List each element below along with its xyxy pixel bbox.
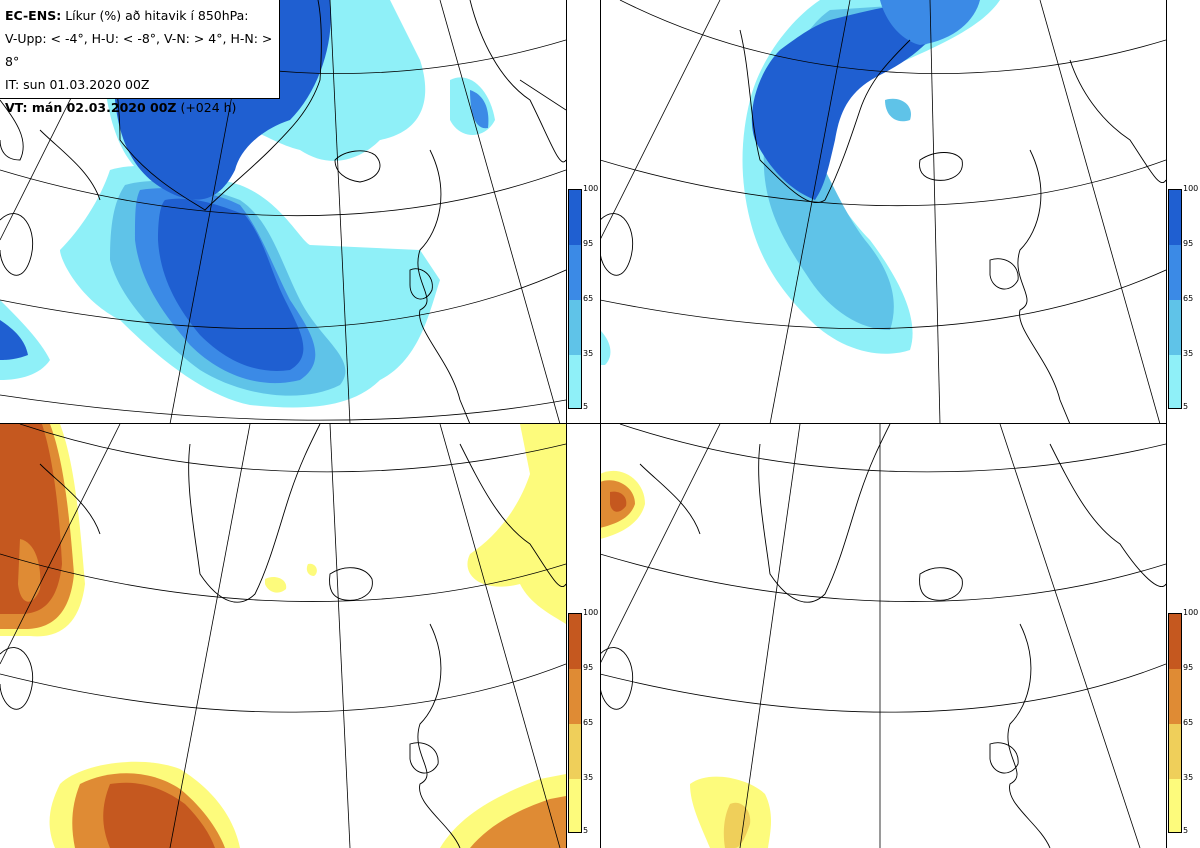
valid-time: VT: mán 02.03.2020 00Z (5, 100, 177, 115)
colorbar-orange-left (568, 613, 582, 833)
shade-100 (158, 198, 304, 371)
divider-vertical-right (600, 0, 601, 848)
panel-warm-8 (600, 424, 1166, 848)
shade-iceland (265, 577, 287, 593)
model-label: EC-ENS: (5, 8, 62, 23)
colorbar-blue-left (568, 189, 582, 409)
map-warm-8 (600, 424, 1166, 848)
divider-right-edge (1166, 0, 1167, 848)
tick-5: 5 (1183, 402, 1189, 411)
shade-west (0, 300, 50, 380)
divider-horizontal (0, 423, 1167, 424)
coastlines (600, 29, 1166, 424)
coastlines (600, 424, 1166, 848)
graticule (600, 0, 1166, 424)
map-cold-8 (600, 0, 1166, 424)
header-box: EC-ENS: Líkur (%) að hitavik í 850hPa: V… (0, 0, 280, 115)
tick-95: 95 (1183, 239, 1194, 248)
shade-south-35 (723, 802, 751, 848)
colorbar-blue-top (1168, 189, 1182, 409)
panel-warm-4 (0, 424, 566, 848)
description: Líkur (%) að hitavik í 850hPa: (65, 8, 249, 23)
graticule (600, 424, 1166, 848)
panel-cold-4: EC-ENS: Líkur (%) að hitavik í 850hPa: V… (0, 0, 566, 424)
shade-west (600, 330, 611, 365)
init-time: IT: sun 01.03.2020 00Z (5, 77, 150, 92)
cbar-seg-100 (1169, 190, 1181, 245)
shade-norway-dark (470, 90, 489, 129)
cbar-seg-95 (1169, 245, 1181, 300)
shade-iceland2 (306, 563, 317, 576)
cbar-seg-65 (1169, 300, 1181, 355)
lead-time: (+024 h) (180, 100, 237, 115)
shade-ne (467, 424, 566, 624)
map-warm-4 (0, 424, 566, 848)
shade-top (880, 0, 980, 45)
shade-100 (0, 424, 62, 614)
shade-se-65 (470, 796, 566, 848)
coastlines (0, 0, 566, 424)
shade-west-dark (0, 320, 28, 360)
tick-100: 100 (1183, 184, 1199, 193)
shade-svalbard (885, 98, 911, 122)
colorbar-orange-right (1168, 613, 1182, 833)
shade-core (18, 539, 41, 602)
tick-35: 35 (1183, 349, 1194, 358)
shade-100 (610, 491, 627, 512)
cbar-seg-35 (1169, 355, 1181, 408)
graticule (0, 0, 566, 424)
shade-south-100 (103, 782, 215, 848)
divider-vertical-left (566, 0, 567, 848)
thresholds: V-Upp: < -4°, H-U: < -8°, V-N: > 4°, H-N… (5, 31, 273, 69)
panel-cold-8 (600, 0, 1166, 424)
tick-65: 65 (1183, 294, 1194, 303)
coastlines (0, 424, 566, 848)
